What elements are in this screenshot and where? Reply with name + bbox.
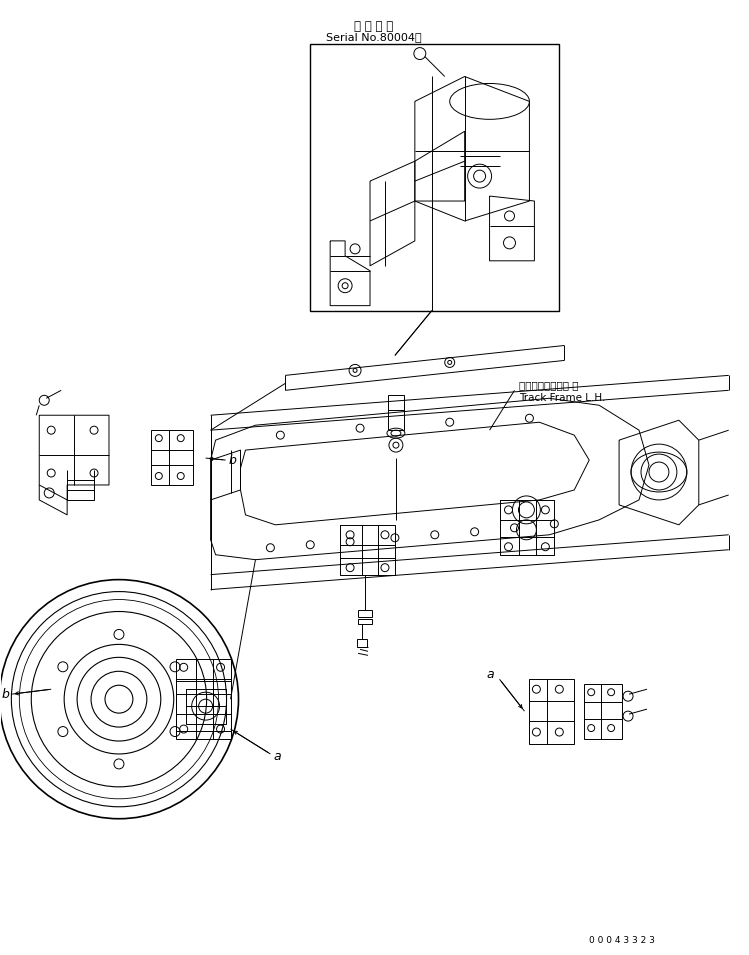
Bar	[358, 609, 372, 618]
Text: Track Frame L.H.: Track Frame L.H.	[520, 393, 606, 403]
Text: a: a	[487, 668, 494, 681]
Text: b: b	[228, 454, 237, 467]
Bar	[151, 430, 192, 485]
Text: b: b	[1, 688, 9, 701]
Text: 適 用 号 機: 適 用 号 機	[354, 20, 394, 32]
Bar	[584, 684, 622, 739]
Bar	[530, 679, 574, 744]
Bar	[176, 659, 231, 739]
Bar	[357, 640, 367, 647]
Bar	[358, 620, 372, 625]
Text: Serial No.80004～: Serial No.80004～	[326, 32, 422, 42]
Bar	[176, 681, 231, 732]
Text: トラックフレーム 左: トラックフレーム 左	[520, 380, 579, 391]
Bar	[388, 395, 404, 430]
Text: 0 0 0 4 3 3 2 3: 0 0 0 4 3 3 2 3	[589, 936, 655, 944]
Bar	[310, 44, 560, 310]
Text: a: a	[273, 751, 281, 763]
